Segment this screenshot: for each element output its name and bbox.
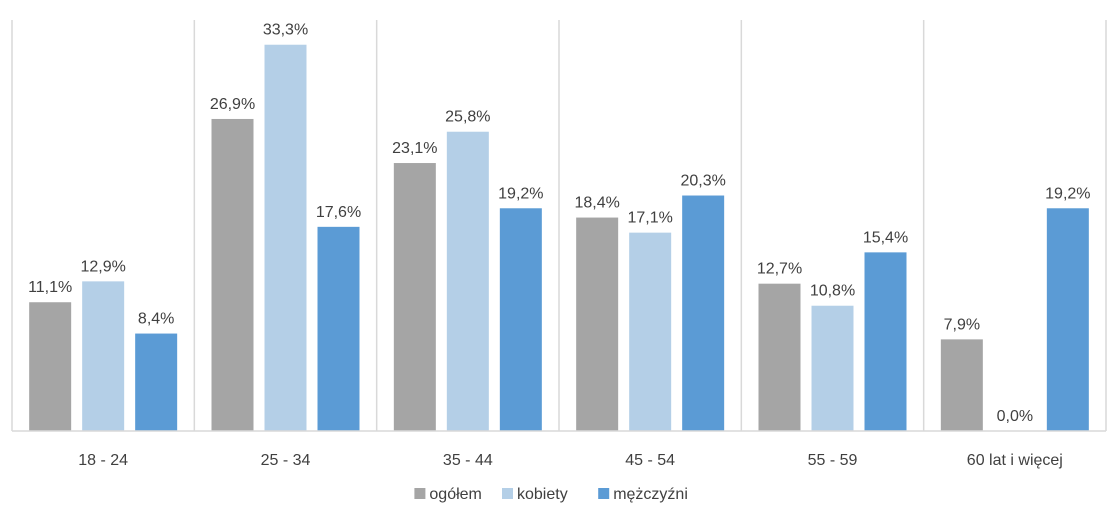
bar-mężczyźni-60latiwięcej [1046, 208, 1089, 431]
bars-group [29, 44, 1089, 432]
data-label: 8,4% [138, 311, 174, 328]
legend-label: kobiety [517, 486, 568, 503]
data-label: 17,6% [316, 204, 361, 221]
category-separators [11, 20, 1107, 431]
bar-mężczyźni-25-34 [317, 226, 360, 431]
data-label: 20,3% [680, 173, 725, 190]
bar-ogółem-55-59 [758, 283, 801, 431]
data-label: 23,1% [392, 140, 437, 157]
data-label: 19,2% [1045, 185, 1090, 202]
legend: ogółem kobiety mężczyźni [414, 486, 688, 503]
bar-mężczyźni-18-24 [135, 333, 178, 431]
data-label: 17,1% [627, 210, 672, 227]
legend-swatch [414, 488, 426, 499]
bar-kobiety-55-59 [811, 305, 854, 431]
category-labels-group: 18 - 24 25 - 34 35 - 44 45 - 54 55 - 59 60 la… [78, 452, 1063, 469]
category-label: 35 - 44 [443, 452, 493, 469]
bar-mężczyźni-55-59 [864, 252, 907, 431]
data-label: 18,4% [574, 195, 619, 212]
bar-ogółem-45-54 [576, 217, 619, 431]
data-label: 25,8% [445, 109, 490, 126]
category-label: 45 - 54 [625, 452, 675, 469]
category-label: 60 lat i więcej [967, 452, 1063, 469]
value-labels-group: 11,1% 12,9% 8,4% 26,9% 33,3% 17,6% 23,1% 25,8% 1… [28, 22, 1090, 425]
data-label: 0,0% [997, 408, 1033, 425]
data-label: 12,7% [757, 261, 802, 278]
bar-ogółem-60latiwięcej [940, 339, 983, 431]
bar-ogółem-18-24 [29, 302, 72, 431]
data-label: 12,9% [80, 258, 125, 275]
data-label: 15,4% [863, 229, 908, 246]
bar-kobiety-25-34 [264, 44, 307, 431]
data-label: 26,9% [210, 96, 255, 113]
legend-label: mężczyźni [613, 486, 688, 503]
bar-ogółem-25-34 [211, 118, 254, 432]
legend-swatch [598, 488, 610, 499]
data-label: 10,8% [810, 283, 855, 300]
legend-swatch [502, 488, 513, 499]
data-label: 11,1% [28, 279, 72, 296]
bar-kobiety-18-24 [82, 281, 125, 431]
bar-kobiety-35-44 [446, 131, 489, 431]
bar-kobiety-45-54 [629, 232, 672, 431]
data-label: 19,2% [498, 185, 543, 202]
category-label: 25 - 34 [261, 452, 311, 469]
bar-mężczyźni-45-54 [682, 195, 725, 431]
data-label: 7,9% [944, 316, 980, 333]
legend-label: ogółem [429, 486, 481, 503]
data-label: 33,3% [263, 22, 308, 39]
bar-mężczyźni-35-44 [499, 208, 542, 431]
bar-ogółem-35-44 [393, 163, 436, 432]
category-label: 18 - 24 [78, 452, 128, 469]
category-label: 55 - 59 [808, 452, 858, 469]
